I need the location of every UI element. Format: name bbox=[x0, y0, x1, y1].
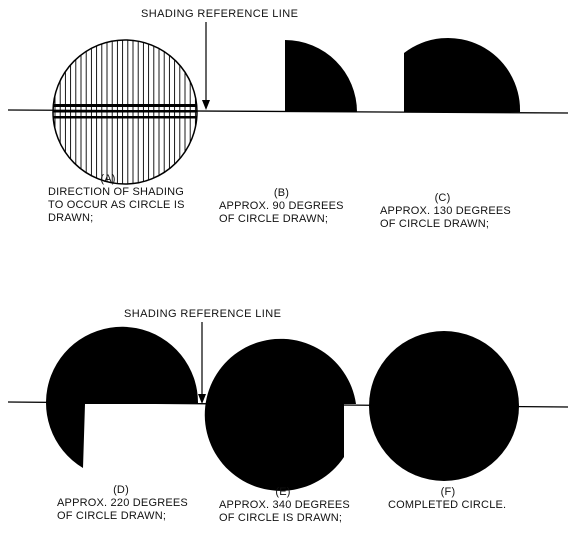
caption-c-tag: (C) bbox=[434, 192, 451, 204]
caption-d-line-2: OF CIRCLE DRAWN; bbox=[57, 510, 167, 522]
caption-c-line-2: OF CIRCLE DRAWN; bbox=[380, 218, 490, 230]
caption-d: (D) APPROX. 220 DEGREES OF CIRCLE DRAWN; bbox=[57, 484, 188, 523]
circle-a-hatched bbox=[52, 39, 198, 185]
caption-f-line-1: COMPLETED CIRCLE. bbox=[388, 499, 507, 511]
caption-b-line-2: OF CIRCLE DRAWN; bbox=[219, 213, 329, 225]
caption-e: (E) APPROX. 340 DEGREES OF CIRCLE IS DRA… bbox=[219, 486, 350, 525]
caption-b-line-1: APPROX. 90 DEGREES bbox=[219, 200, 344, 212]
caption-a-line-2: TO OCCUR AS CIRCLE IS bbox=[48, 199, 185, 211]
caption-d-tag: (D) bbox=[113, 484, 129, 496]
caption-c: (C) APPROX. 130 DEGREES OF CIRCLE DRAWN; bbox=[380, 192, 511, 231]
caption-a-tag: (A) bbox=[100, 173, 116, 185]
caption-e-tag: (E) bbox=[275, 486, 291, 498]
caption-b: (B) APPROX. 90 DEGREES OF CIRCLE DRAWN; bbox=[219, 187, 344, 226]
bottom-reference-label: SHADING REFERENCE LINE bbox=[124, 308, 282, 320]
bottom-reference-arrow bbox=[198, 322, 206, 404]
caption-b-tag: (B) bbox=[273, 187, 290, 199]
top-reference-label: SHADING REFERENCE LINE bbox=[141, 8, 299, 20]
caption-a-line-3: DRAWN; bbox=[48, 212, 94, 224]
caption-f-tag: (F) bbox=[440, 486, 456, 498]
caption-e-line-1: APPROX. 340 DEGREES bbox=[219, 499, 350, 511]
shape-b-90-degrees bbox=[285, 40, 357, 112]
caption-a: (A) DIRECTION OF SHADING TO OCCUR AS CIR… bbox=[48, 173, 185, 225]
caption-a-line-1: DIRECTION OF SHADING bbox=[48, 186, 185, 198]
shape-f-complete-circle bbox=[369, 331, 519, 481]
caption-f: (F) COMPLETED CIRCLE. bbox=[388, 486, 508, 512]
shape-d-220-degrees bbox=[46, 326, 199, 468]
caption-e-line-2: OF CIRCLE IS DRAWN; bbox=[219, 512, 343, 524]
caption-c-line-1: APPROX. 130 DEGREES bbox=[380, 205, 511, 217]
top-reference-arrow bbox=[202, 22, 210, 110]
caption-d-line-1: APPROX. 220 DEGREES bbox=[57, 497, 188, 509]
shape-c-130-degrees bbox=[404, 37, 521, 113]
shape-e-340-degrees bbox=[204, 338, 356, 491]
